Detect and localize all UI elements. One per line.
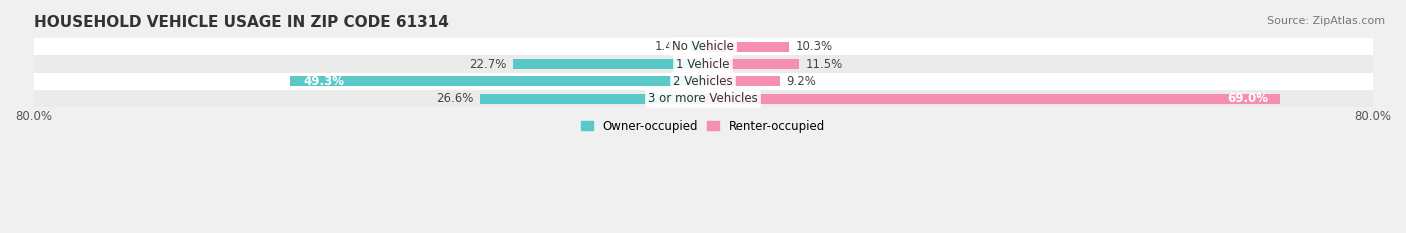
Text: 69.0%: 69.0%: [1227, 92, 1268, 105]
Bar: [703, 76, 780, 86]
Text: 1.4%: 1.4%: [655, 40, 685, 53]
Text: Source: ZipAtlas.com: Source: ZipAtlas.com: [1267, 16, 1385, 26]
Bar: [34, 90, 1372, 107]
Bar: [34, 38, 1372, 55]
Bar: [692, 42, 703, 52]
Bar: [291, 76, 703, 86]
Bar: [481, 94, 703, 104]
Bar: [703, 42, 789, 52]
Text: 22.7%: 22.7%: [470, 58, 506, 71]
Text: 9.2%: 9.2%: [787, 75, 817, 88]
Bar: [34, 55, 1372, 73]
Text: 49.3%: 49.3%: [302, 75, 344, 88]
Text: 11.5%: 11.5%: [806, 58, 844, 71]
Text: No Vehicle: No Vehicle: [672, 40, 734, 53]
Text: 26.6%: 26.6%: [436, 92, 474, 105]
Bar: [703, 59, 799, 69]
Bar: [34, 73, 1372, 90]
Legend: Owner-occupied, Renter-occupied: Owner-occupied, Renter-occupied: [576, 115, 830, 137]
Text: 2 Vehicles: 2 Vehicles: [673, 75, 733, 88]
Text: 10.3%: 10.3%: [796, 40, 832, 53]
Bar: [513, 59, 703, 69]
Text: 1 Vehicle: 1 Vehicle: [676, 58, 730, 71]
Text: 3 or more Vehicles: 3 or more Vehicles: [648, 92, 758, 105]
Text: HOUSEHOLD VEHICLE USAGE IN ZIP CODE 61314: HOUSEHOLD VEHICLE USAGE IN ZIP CODE 6131…: [34, 15, 449, 30]
Bar: [703, 94, 1281, 104]
